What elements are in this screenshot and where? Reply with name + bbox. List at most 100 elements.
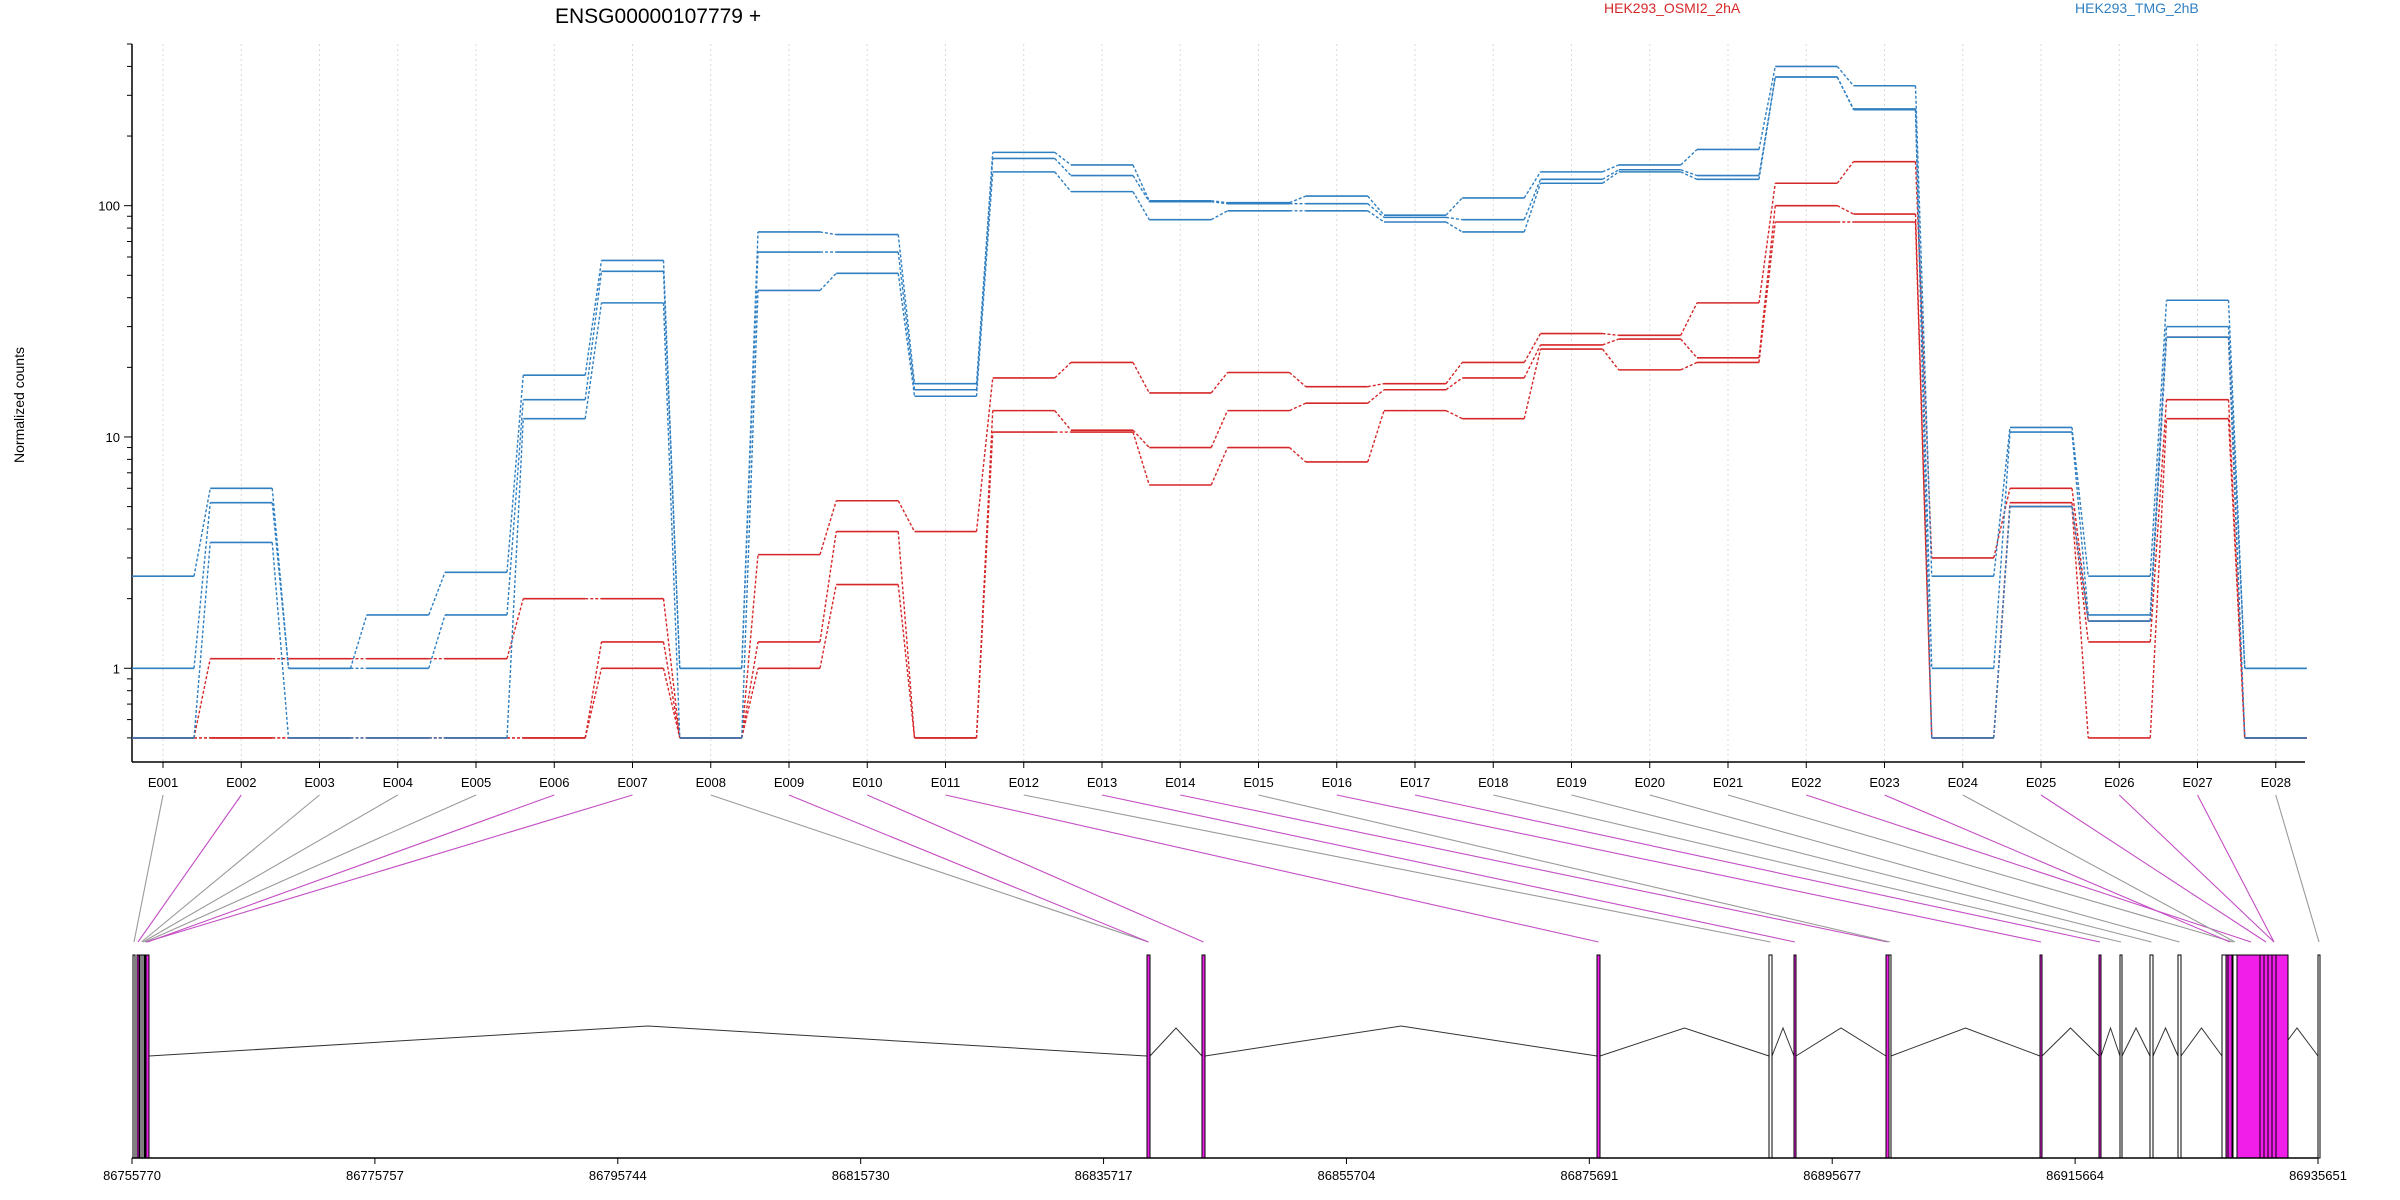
connector-segment — [819, 500, 837, 555]
genomic-tick-label: 86835717 — [1075, 1168, 1133, 1183]
intron — [2121, 1026, 2151, 1057]
intron — [1771, 1026, 1795, 1057]
x-tick-label-E028: E028 — [2261, 775, 2291, 790]
exon-E001 — [132, 954, 136, 1159]
axes — [131, 44, 2305, 763]
x-tick-label-E019: E019 — [1556, 775, 1586, 790]
connector-segment — [1445, 377, 1463, 391]
x-tick-label-E024: E024 — [1948, 775, 1978, 790]
intron — [1149, 1027, 1203, 1057]
x-tick-label-E002: E002 — [226, 775, 256, 790]
connector-segment — [1523, 333, 1542, 363]
connector-segment — [1132, 164, 1150, 202]
connector-segment — [1758, 205, 1776, 358]
x-tick-label-E026: E026 — [2104, 775, 2134, 790]
connector-segment — [897, 500, 916, 532]
connector-segment — [1601, 348, 1620, 371]
connector-segment — [506, 418, 524, 738]
exon-E026 — [2271, 954, 2277, 1159]
connector-segment — [271, 542, 290, 738]
connector-E008 — [710, 794, 1149, 943]
connector-segment — [584, 641, 603, 739]
connector-segment — [1523, 179, 1542, 220]
connector-segment — [2227, 337, 2246, 738]
connector-segment — [1367, 195, 1385, 216]
connector-segment — [1367, 382, 1385, 388]
x-tick-label-E007: E007 — [617, 775, 647, 790]
series-line-HEK293_OSMI2_2hA-0 — [132, 221, 2307, 739]
connector-segment — [1054, 157, 1072, 177]
connector-segment — [1680, 148, 1698, 166]
connector-segment — [1445, 362, 1463, 385]
y-tick-label: 10 — [106, 430, 120, 445]
intron — [1599, 1027, 1770, 1057]
connector-segment — [1132, 429, 1150, 449]
y-axis-label: Normalized counts — [11, 347, 27, 463]
x-tick-label-E015: E015 — [1243, 775, 1273, 790]
genomic-tick-label: 86875691 — [1560, 1168, 1618, 1183]
connector-segment — [819, 584, 837, 669]
x-tick-label-E005: E005 — [461, 775, 491, 790]
gene-model — [132, 954, 2321, 1159]
exon-E023 — [2227, 954, 2233, 1159]
connector-segment — [1602, 171, 1620, 184]
connector-segment — [506, 399, 524, 616]
connector-segment — [193, 658, 211, 739]
connector-segment — [1054, 151, 1072, 166]
x-tick-label-E010: E010 — [852, 775, 882, 790]
connector-E009 — [788, 794, 1149, 943]
connector-segment — [1680, 302, 1698, 336]
connector-segment — [662, 598, 681, 738]
connector-segment — [819, 531, 837, 643]
connector-E011 — [945, 794, 1599, 943]
x-tick-label-E012: E012 — [1009, 775, 1039, 790]
x-tick-label-E006: E006 — [539, 775, 569, 790]
connector-E010 — [867, 794, 1204, 943]
connector-segment — [741, 231, 759, 669]
connector-E012 — [1023, 794, 1771, 943]
intron — [1795, 1027, 1887, 1057]
connector-E002 — [137, 794, 242, 943]
connector-E014 — [1180, 794, 1888, 943]
connector-segment — [1210, 372, 1229, 394]
x-tick-label-E016: E016 — [1322, 775, 1352, 790]
genomic-tick-label: 86815730 — [832, 1168, 890, 1183]
connector-segment — [1445, 197, 1463, 216]
series-line-HEK293_OSMI2_2hA-2 — [132, 160, 2307, 739]
connector-segment — [1289, 402, 1307, 412]
connector-segment — [1993, 427, 2011, 577]
exon-E011 — [1596, 954, 1601, 1159]
connector-segment — [897, 584, 916, 738]
connector-segment — [1210, 410, 1229, 448]
series-line-HEK293_TMG_2hB-3 — [132, 76, 2307, 739]
connector-segment — [741, 641, 759, 739]
connector-segment — [193, 542, 211, 738]
connector-E020 — [1649, 794, 2180, 943]
connector-segment — [1367, 210, 1385, 223]
connector-segment — [1132, 191, 1150, 221]
connector-segment — [1680, 361, 1698, 371]
y-tick-label: 100 — [98, 199, 120, 214]
x-tick-label-E021: E021 — [1713, 775, 1743, 790]
connector-E021 — [1727, 794, 2234, 943]
connector-segment — [1602, 332, 1619, 337]
exon-E019 — [2149, 954, 2154, 1159]
connector-segment — [897, 531, 916, 738]
connector-segment — [584, 668, 603, 739]
connector-segment — [1523, 183, 1542, 233]
x-tick-label-E018: E018 — [1478, 775, 1508, 790]
x-tick-label-E013: E013 — [1087, 775, 1117, 790]
connector-segment — [1836, 65, 1855, 87]
intron — [1890, 1027, 2041, 1057]
connector-E004 — [142, 794, 399, 943]
connector-segment — [1289, 447, 1307, 463]
connector-segment — [975, 152, 994, 384]
connector-segment — [2227, 300, 2246, 669]
connector-segment — [975, 158, 994, 390]
connector-segment — [897, 252, 916, 390]
connector-segment — [897, 273, 916, 397]
exon-E015 — [1888, 954, 1892, 1159]
connector-segment — [1758, 66, 1776, 150]
x-tick-label-E025: E025 — [2026, 775, 2056, 790]
x-tick-label-E022: E022 — [1791, 775, 1821, 790]
